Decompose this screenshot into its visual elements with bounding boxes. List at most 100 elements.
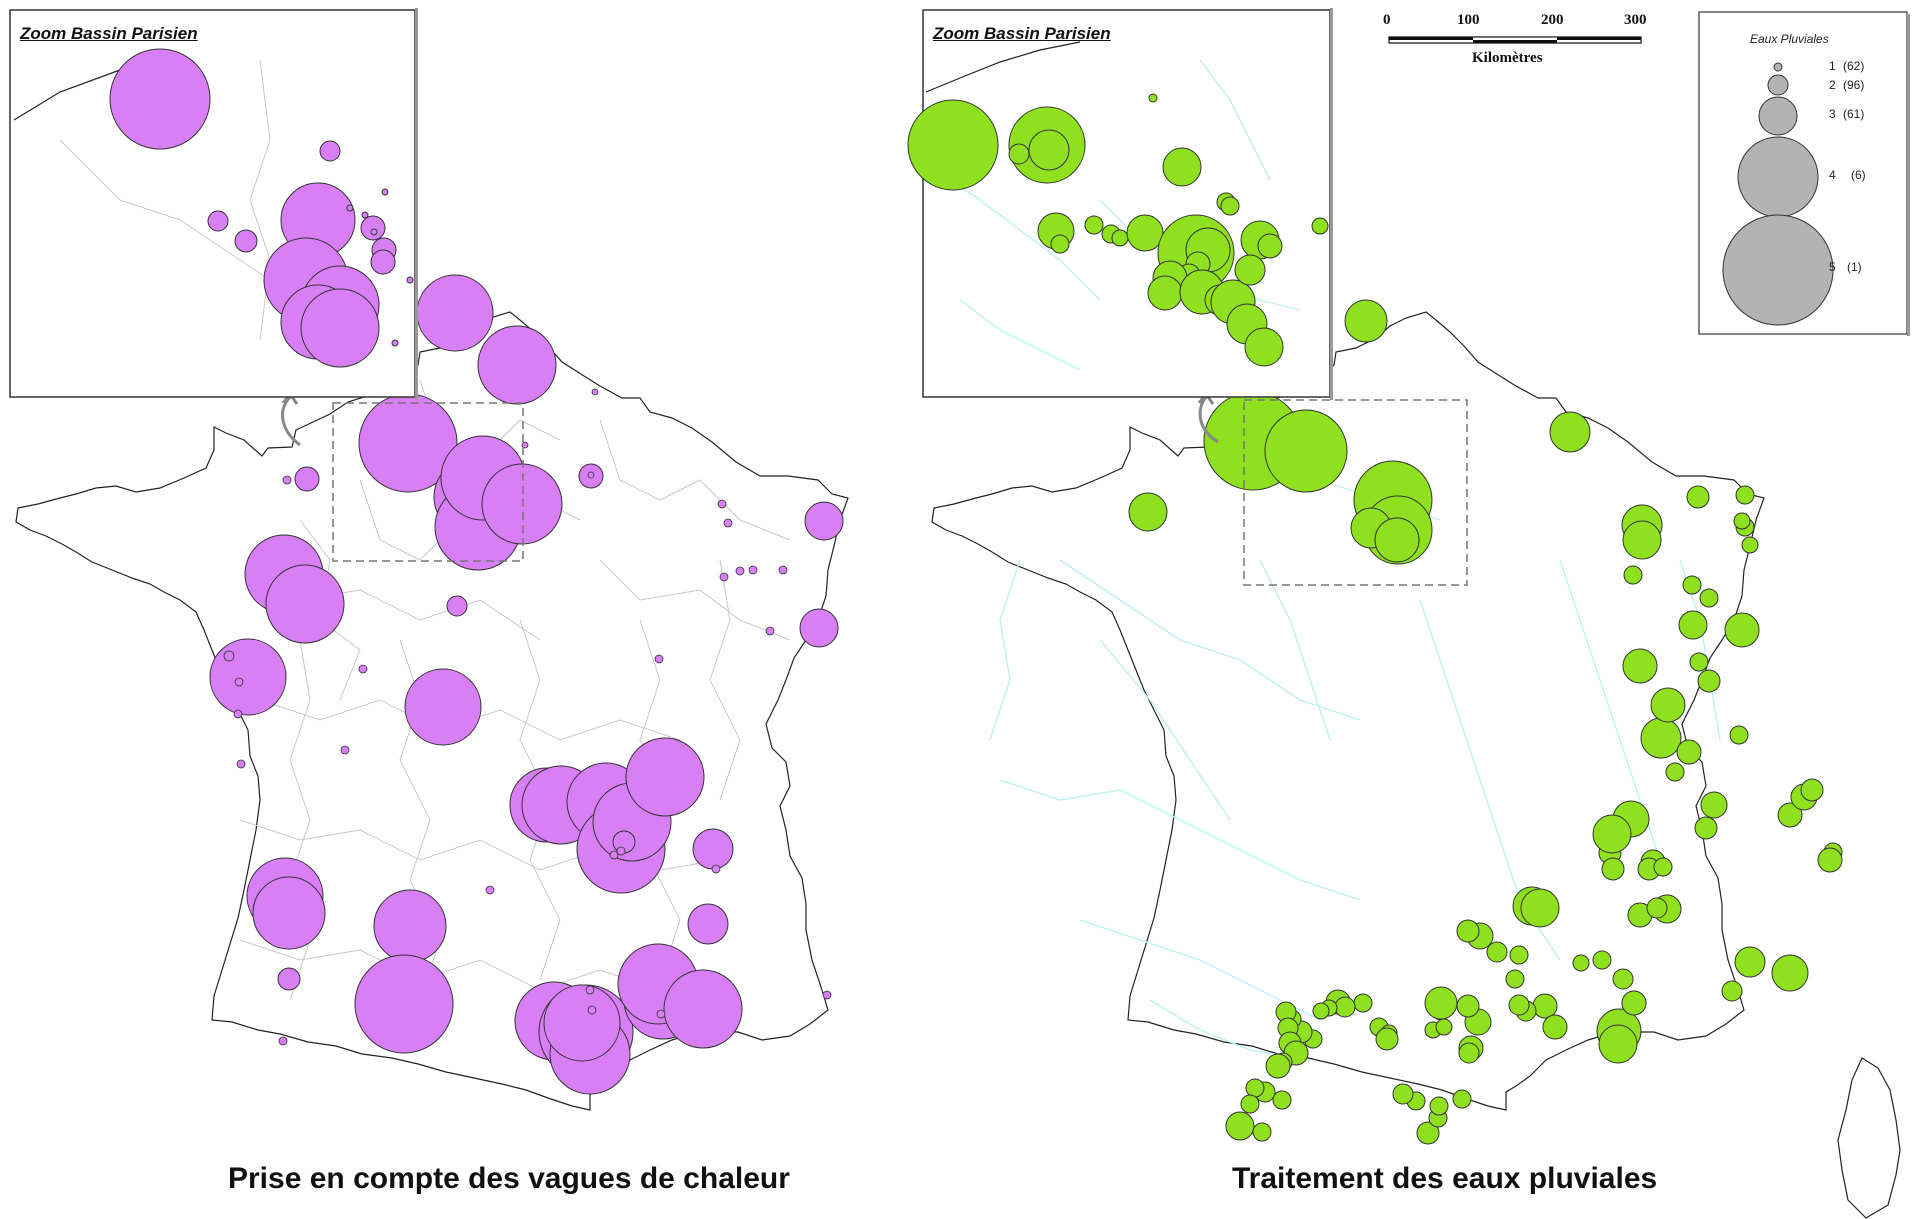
rain-bubble (1592, 950, 1612, 970)
zoom-arrow-left (281, 395, 301, 447)
rain-bubble (1375, 1027, 1399, 1051)
inset-coast-right (925, 41, 1081, 93)
scale-tick-300: 300 (1624, 12, 1647, 28)
rain-bubble (1505, 969, 1525, 989)
rain-bubble (1416, 1121, 1440, 1145)
heat-bubble (277, 967, 301, 991)
rain-bubble (1653, 857, 1673, 877)
heat-bubble (404, 668, 482, 746)
rain-bubble (1264, 409, 1348, 493)
legend-count-4: (6) (1851, 168, 1866, 182)
rain-bubble (1240, 1094, 1260, 1114)
rain-bubble (1344, 299, 1388, 343)
legend-title: Eaux Pluviales (1750, 32, 1829, 46)
heat-bubble (319, 140, 341, 162)
legend-class-5: 5 (1829, 260, 1836, 274)
heat-bubble (346, 204, 354, 212)
rain-bubble (1028, 129, 1070, 171)
heat-bubble (373, 889, 447, 963)
zoom-frame-right (1243, 399, 1468, 586)
scale-unit: Kilomètres (1472, 50, 1543, 66)
heat-bubble (609, 850, 619, 860)
heat-bubble (625, 737, 705, 817)
department-boundary (239, 939, 661, 991)
legend-bubble-2 (1767, 74, 1789, 96)
heat-bubble (416, 274, 494, 352)
heat-bubble (354, 954, 454, 1054)
heat-bubble (616, 846, 626, 856)
scale-bar-segment (1389, 37, 1473, 40)
rain-bubble (1312, 1002, 1330, 1020)
rain-bubble (1777, 802, 1803, 828)
heat-bubble (340, 745, 350, 755)
rain-bubble (1244, 327, 1284, 367)
heat-bubble (717, 499, 727, 509)
heat-bubble (223, 650, 235, 662)
heat-bubble (585, 985, 595, 995)
rain-bubble (1572, 954, 1590, 972)
legend-bubble-1 (1773, 62, 1783, 72)
rain-bubble (1392, 1083, 1414, 1105)
rain-bubble (1050, 234, 1070, 254)
rain-bubble (1646, 897, 1668, 919)
rain-bubble (1622, 520, 1662, 560)
river-line (1199, 59, 1271, 181)
river-line (1259, 559, 1331, 741)
river-line (959, 299, 1081, 371)
legend-bubble-3 (1758, 96, 1798, 136)
rain-bubble (1682, 575, 1702, 595)
legend-bubble-4 (1737, 136, 1819, 218)
scale-bar-segment (1473, 40, 1557, 43)
heat-bubble (361, 211, 369, 219)
rain-bubble (1729, 725, 1749, 745)
rain-bubble (1008, 143, 1030, 165)
rain-bubble (1678, 610, 1708, 640)
rain-bubble (1220, 196, 1240, 216)
heat-bubble (543, 984, 621, 1062)
rain-bubble (1532, 993, 1558, 1019)
heat-bubble (521, 441, 529, 449)
rain-bubble (1234, 254, 1266, 286)
legend-class-3: 3 (1829, 107, 1836, 121)
rain-bubble (1640, 717, 1682, 759)
rain-bubble (1694, 816, 1718, 840)
legend-class-1: 1 (1829, 59, 1836, 73)
rain-bubble (1456, 919, 1480, 943)
heat-bubble (778, 565, 788, 575)
river-line (1079, 919, 1321, 1021)
rain-bubble (1272, 1090, 1292, 1110)
department-boundary (599, 559, 791, 641)
legend-count-1: (62) (1843, 59, 1865, 73)
inset-shadow-left (415, 8, 418, 400)
heat-bubble (719, 572, 729, 582)
heat-bubble (381, 188, 389, 196)
heat-bubble (406, 276, 414, 284)
heat-bubble (282, 475, 292, 485)
rain-bubble (1700, 791, 1728, 819)
heat-bubble (446, 595, 468, 617)
rain-bubble (1697, 669, 1721, 693)
rain-bubble (1623, 565, 1643, 585)
river-line (989, 559, 1021, 741)
heat-bubble (587, 1005, 597, 1015)
rain-bubble (1429, 1096, 1449, 1116)
heat-bubble (481, 463, 563, 545)
heat-bubble (591, 388, 599, 396)
rain-bubble (1733, 512, 1751, 530)
rain-bubble (1456, 994, 1480, 1018)
corsica-outline (1837, 1057, 1901, 1219)
river-line (1099, 639, 1231, 821)
heat-bubble (233, 709, 243, 719)
river-line (935, 169, 1101, 301)
heat-bubble (358, 664, 368, 674)
heat-bubble (209, 638, 287, 716)
rain-bubble (1817, 847, 1843, 873)
rain-bubble (1689, 652, 1709, 672)
heat-bubble (748, 565, 758, 575)
rain-bubble (1257, 233, 1283, 259)
rain-bubble (1542, 1014, 1568, 1040)
heat-bubble (370, 249, 396, 275)
rain-bubble (1724, 612, 1760, 648)
